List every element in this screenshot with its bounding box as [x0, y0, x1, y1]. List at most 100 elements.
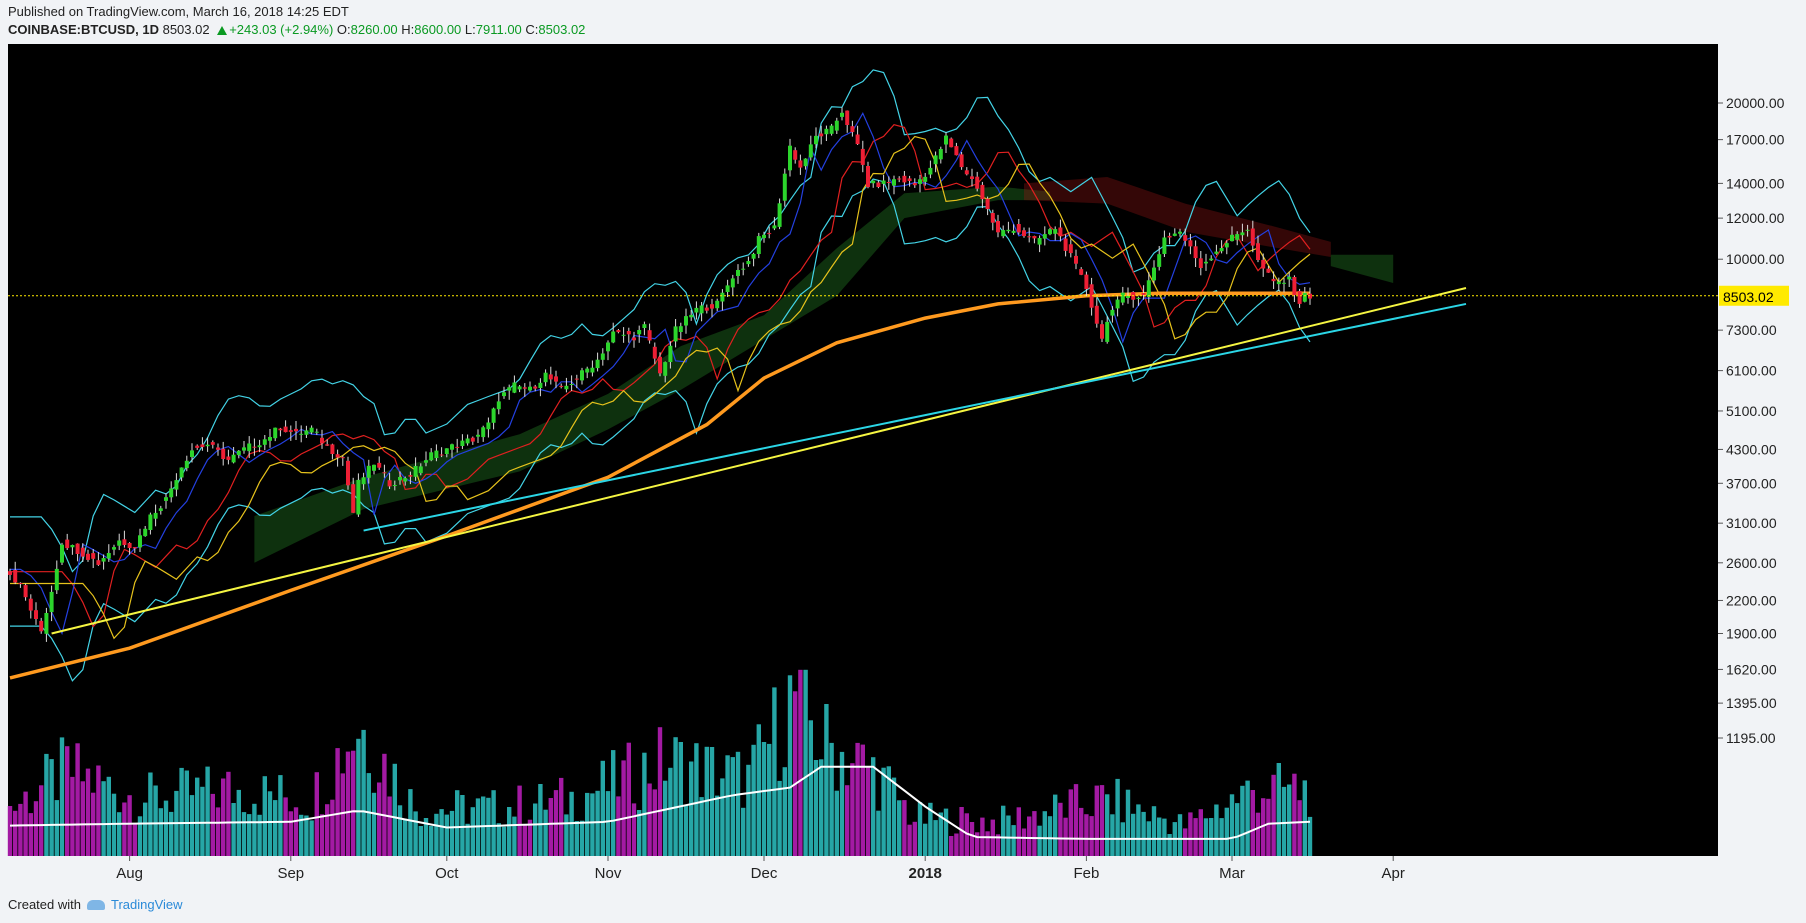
volume-bar	[382, 753, 387, 856]
volume-bar	[1214, 804, 1219, 856]
volume-bar	[1255, 812, 1261, 856]
volume-bar	[403, 818, 408, 856]
candle-body	[491, 408, 496, 423]
x-tick-label: Aug	[116, 865, 143, 882]
candle-body	[91, 553, 96, 559]
y-tick-label: 2600.00	[1726, 555, 1777, 571]
volume-bar	[860, 744, 865, 856]
volume-bar	[559, 777, 564, 856]
volume-bar	[18, 803, 23, 856]
candle-body	[398, 477, 402, 481]
high-label: H:	[401, 22, 415, 37]
volume-bar	[465, 823, 470, 856]
volume-bar	[293, 807, 299, 856]
candle-body	[424, 460, 428, 463]
candle-body	[652, 346, 657, 359]
candle-body	[486, 422, 491, 430]
candle-body	[964, 170, 969, 175]
candle-body	[1266, 268, 1271, 273]
candle-body	[470, 437, 475, 442]
volume-bar	[527, 819, 533, 856]
ichimoku-cloud-future	[1330, 254, 1394, 283]
time-axis[interactable]	[8, 856, 1718, 897]
candle-body	[1105, 321, 1110, 342]
y-tick-label: 20000.00	[1726, 95, 1785, 111]
candle-body	[262, 439, 267, 445]
candle-body	[80, 547, 85, 557]
candle-body	[512, 382, 517, 393]
volume-bar	[252, 803, 257, 856]
volume-bar	[1032, 811, 1037, 856]
volume-bar	[1110, 814, 1115, 856]
created-with-label: Created with	[8, 897, 81, 912]
price-axis[interactable]	[1718, 44, 1806, 856]
trendline-cyan[interactable]	[363, 302, 1467, 532]
candle-body	[699, 305, 704, 314]
volume-bar	[122, 802, 127, 856]
candle-body	[907, 178, 912, 181]
candle-body	[902, 175, 907, 183]
candle-body	[1240, 232, 1245, 236]
candle-body	[756, 236, 761, 254]
candle-body	[1302, 292, 1307, 302]
volume-bar	[533, 803, 538, 856]
candle-body	[860, 148, 865, 165]
candle-body	[174, 480, 179, 490]
volume-bar	[23, 791, 28, 856]
volume-bar	[891, 777, 897, 856]
candle-body	[1120, 292, 1125, 303]
candle-body	[834, 120, 839, 131]
volume-bar	[132, 823, 137, 856]
candle-body	[1115, 299, 1120, 309]
candle-body	[574, 378, 579, 380]
candle-body	[600, 353, 605, 360]
volume-bar	[65, 746, 70, 856]
volume-bar	[439, 809, 444, 856]
candle-body	[44, 613, 49, 634]
candle-body	[559, 385, 564, 387]
price-chart[interactable]: 20000.00 17000.00 14000.00 12000.00 10000.00…	[0, 44, 1806, 897]
volume-bar	[579, 820, 585, 856]
candle-body	[476, 434, 480, 437]
candle-body	[507, 387, 512, 391]
volume-bar	[28, 813, 33, 856]
volume-bar	[288, 811, 293, 856]
candle-body	[496, 401, 501, 410]
candle-body	[1224, 243, 1229, 248]
candle-body	[268, 437, 272, 441]
volume-bar	[1125, 789, 1131, 856]
candle-body	[1053, 229, 1058, 234]
y-tick-label: 17000.00	[1726, 132, 1785, 148]
volume-bar	[787, 675, 793, 856]
volume-bar	[1084, 814, 1089, 856]
candle-body	[1001, 230, 1006, 237]
volume-bar	[226, 771, 231, 856]
volume-bar	[1027, 816, 1032, 856]
candle-body	[257, 445, 262, 448]
candle-body	[184, 460, 189, 469]
candle-body	[1282, 282, 1286, 284]
volume-bar	[1089, 816, 1094, 856]
candle-body	[782, 173, 787, 201]
candle-body	[455, 446, 460, 448]
volume-bar	[1167, 834, 1172, 856]
volume-bar	[871, 757, 876, 856]
candle-body	[533, 386, 538, 389]
volume-bar	[460, 795, 465, 856]
close-label: C:	[525, 22, 539, 37]
tradingview-link[interactable]: TradingView	[86, 897, 183, 912]
volume-bar	[985, 831, 990, 856]
candle-body	[871, 180, 876, 184]
chart-plot-area[interactable]	[8, 44, 1718, 856]
volume-bar	[54, 800, 59, 856]
volume-bar	[1287, 784, 1292, 856]
volume-bar	[642, 752, 647, 856]
volume-bar	[767, 743, 772, 856]
volume-bar	[959, 807, 964, 856]
volume-bar	[678, 742, 683, 856]
trendline-yellow[interactable]	[51, 287, 1467, 635]
candle-body	[1261, 259, 1266, 269]
volume-bar	[886, 766, 891, 856]
candle-body	[663, 362, 668, 376]
candle-body	[460, 440, 465, 446]
